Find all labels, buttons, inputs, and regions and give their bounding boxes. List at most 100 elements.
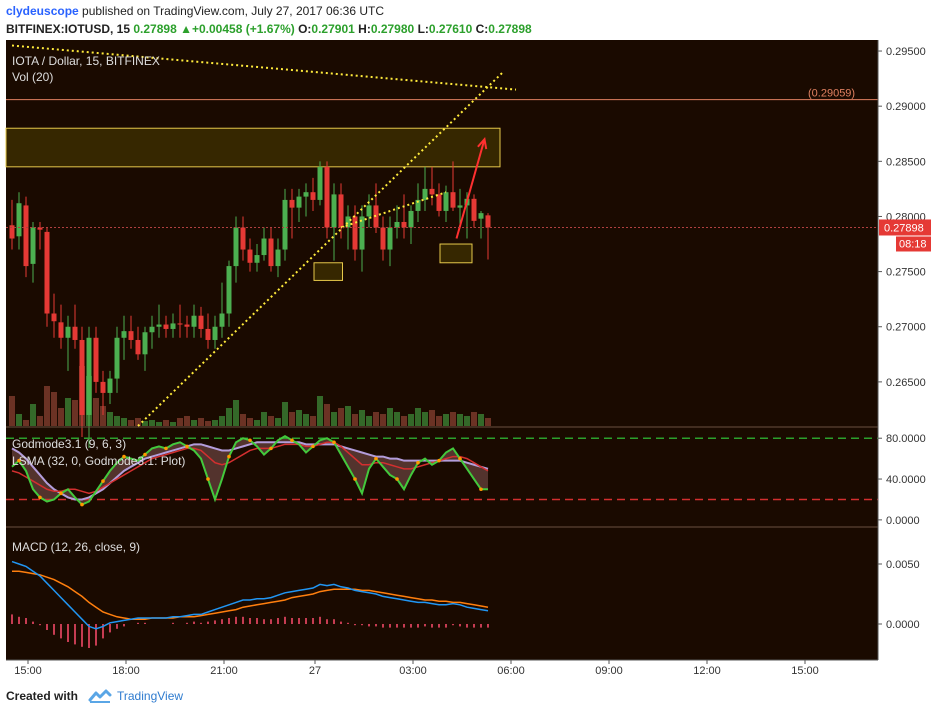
volume-bar xyxy=(408,414,414,426)
volume-bar xyxy=(394,412,400,426)
volume-bar xyxy=(9,396,15,426)
candle-body xyxy=(226,266,232,314)
candle-body xyxy=(16,203,22,237)
volume-bar xyxy=(191,420,197,426)
volume-bar xyxy=(30,404,36,426)
candle-body xyxy=(128,331,134,340)
volume-bar xyxy=(471,412,477,426)
candle-body xyxy=(205,328,211,340)
candle-body xyxy=(422,188,428,200)
volume-bar xyxy=(345,406,351,426)
tradingview-logo-icon xyxy=(88,688,112,709)
volume-bar xyxy=(156,422,162,426)
candle-body xyxy=(156,324,162,327)
open-label: O: xyxy=(298,22,312,36)
godmode-dot xyxy=(248,438,252,443)
volume-bar xyxy=(380,414,386,426)
godmode-dot xyxy=(416,460,420,465)
price-pane[interactable] xyxy=(5,44,878,449)
y-tick-label: 0.0000 xyxy=(886,515,920,527)
godmode-dot xyxy=(164,446,168,451)
publish-line: clydeuscope published on TradingView.com… xyxy=(6,4,384,18)
low-value: 0.27610 xyxy=(428,22,473,36)
volume-bar xyxy=(268,416,274,426)
volume-bar xyxy=(359,410,365,426)
candle-body xyxy=(51,313,57,322)
macd-pane[interactable] xyxy=(11,560,489,648)
volume-bar xyxy=(142,421,148,426)
y-tick-label: 0.27000 xyxy=(886,322,926,334)
candle-body xyxy=(100,381,106,393)
volume-bar xyxy=(450,412,456,426)
godmode-pane[interactable] xyxy=(6,435,878,507)
candle-body xyxy=(142,332,148,355)
volume-bar xyxy=(170,422,176,426)
candle-body xyxy=(37,227,43,230)
pane-labels: IOTA / Dollar, 15, BITFINEX Vol (20) God… xyxy=(12,54,185,554)
volume-bar xyxy=(128,420,134,426)
arrow-head-icon xyxy=(477,137,488,150)
candle-body xyxy=(65,326,71,338)
volume-bar xyxy=(415,408,421,426)
candle-body xyxy=(247,249,253,263)
candle-body xyxy=(408,210,414,228)
godmode-dot xyxy=(59,491,63,496)
godmode-dot xyxy=(80,502,84,507)
godmode-dot xyxy=(395,477,399,481)
lsma-title: LSMA (32, 0, Godmode3.1: Plot) xyxy=(12,454,185,468)
chart-area[interactable]: 0.295000.290000.285000.280000.275000.270… xyxy=(0,40,936,682)
created-with-label: Created with xyxy=(6,689,79,703)
tradingview-brand-link[interactable]: TradingView xyxy=(117,689,184,703)
candle-body xyxy=(324,166,330,228)
godmode-dot xyxy=(437,458,441,463)
high-label: H: xyxy=(358,22,371,36)
candle-body xyxy=(163,324,169,329)
candle-body xyxy=(478,213,484,219)
candle-body xyxy=(268,238,274,267)
candle-body xyxy=(338,194,344,228)
price-zone xyxy=(313,262,343,281)
countdown-box xyxy=(896,236,931,252)
volume-bar xyxy=(373,412,379,426)
godmode-dot xyxy=(332,440,336,445)
candle-body xyxy=(219,313,225,327)
candle-body xyxy=(240,227,246,250)
candle-body xyxy=(121,331,127,338)
arrow-line xyxy=(455,138,486,239)
countdown-label: 08:18 xyxy=(899,238,927,250)
volume-bar xyxy=(233,400,239,426)
footer: Created with TradingView xyxy=(0,682,936,714)
author-link[interactable]: clydeuscope xyxy=(6,4,79,18)
candle-body xyxy=(366,205,372,217)
low-label: L: xyxy=(417,22,429,36)
candle-body xyxy=(79,339,85,415)
x-tick-label: 18:00 xyxy=(112,665,140,677)
candle-body xyxy=(149,326,155,333)
last-price: 0.27898 xyxy=(133,22,177,36)
volume-bar xyxy=(58,408,64,426)
candle-body xyxy=(289,199,295,208)
axes: 0.295000.290000.285000.280000.275000.270… xyxy=(6,40,931,677)
y-tick-label: 0.0050 xyxy=(886,559,920,571)
candle-body xyxy=(443,192,449,211)
x-tick-label: 21:00 xyxy=(210,665,238,677)
volume-bar xyxy=(121,418,127,426)
candle-body xyxy=(86,337,92,415)
candle-body xyxy=(93,337,99,382)
volume-bar xyxy=(177,418,183,426)
candle-body xyxy=(317,166,323,200)
volume-bar xyxy=(198,418,204,426)
x-tick-label: 12:00 xyxy=(693,665,721,677)
godmode-dot xyxy=(185,444,189,449)
candle-body xyxy=(177,323,183,325)
godmode-dot xyxy=(101,479,105,483)
volume-bar xyxy=(219,416,225,426)
y-tick-label: 80.0000 xyxy=(886,433,926,445)
symbol-label: BITFINEX:IOTUSD, 15 xyxy=(6,22,131,36)
candle-body xyxy=(345,216,351,228)
y-tick-label: 0.27500 xyxy=(886,267,926,279)
volume-bar xyxy=(387,408,393,426)
high-value: 0.27980 xyxy=(370,22,415,36)
volume-bar xyxy=(338,408,344,426)
candle-body xyxy=(30,227,36,264)
